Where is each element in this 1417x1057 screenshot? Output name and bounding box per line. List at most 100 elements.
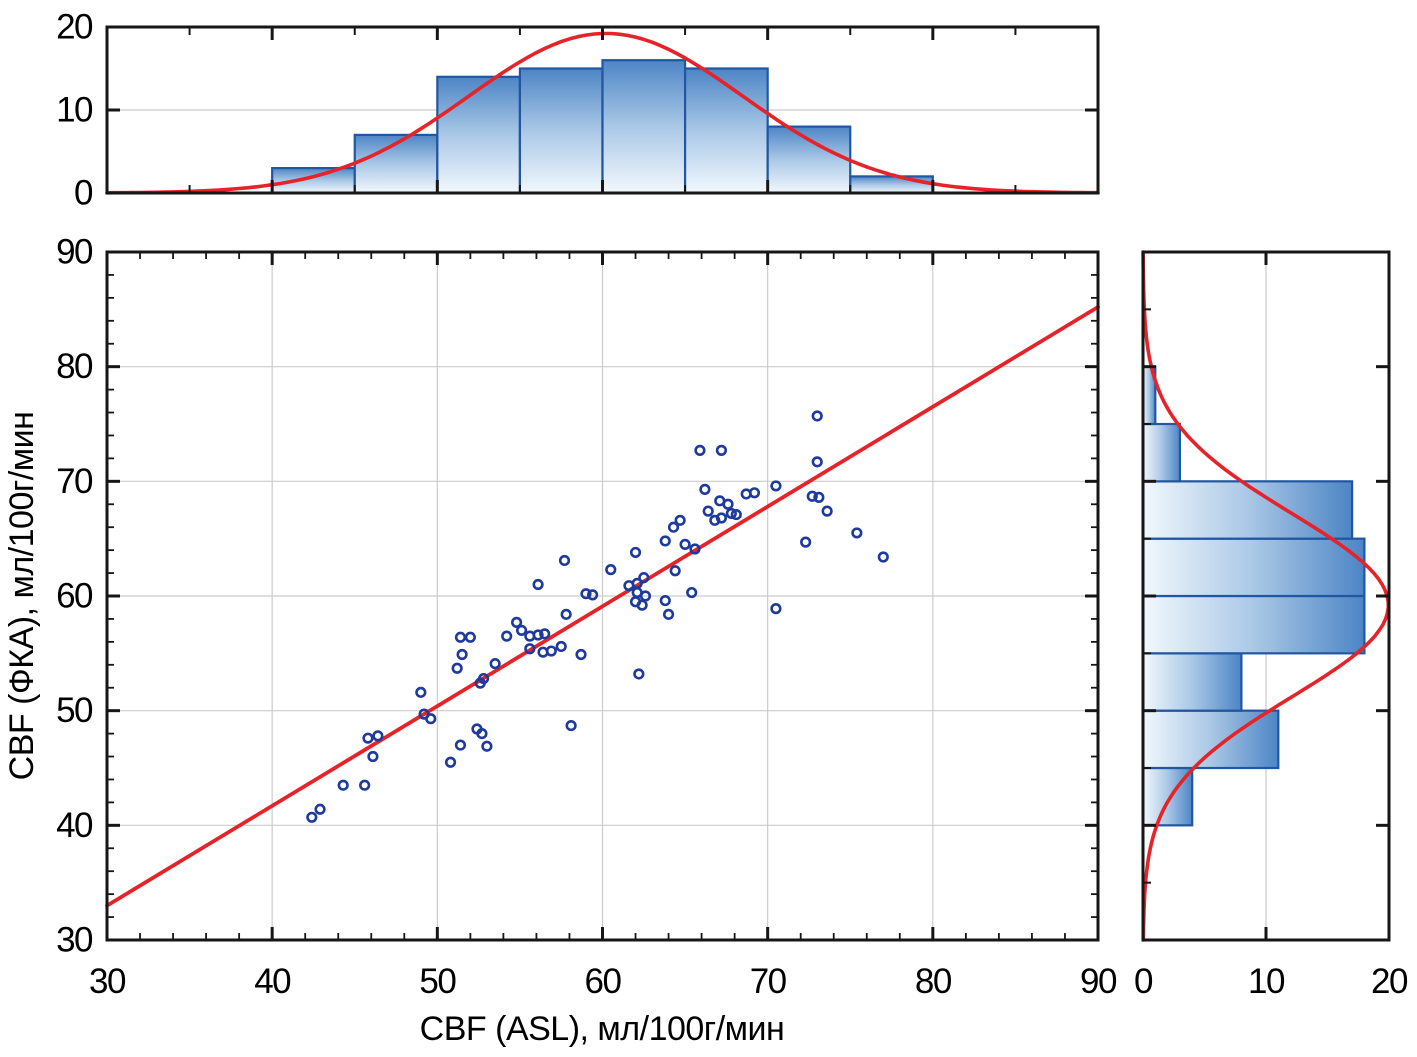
scatter-point: [444, 756, 457, 768]
scatter-point: [694, 444, 706, 456]
right-histogram-bar: [1141, 422, 1182, 483]
scatter-point: [811, 456, 823, 468]
scatter-point: [515, 624, 528, 637]
scatter-point: [689, 543, 701, 555]
scatter-point: [715, 512, 728, 524]
right-histogram-bar: [1141, 537, 1366, 598]
scatter-point: [524, 643, 536, 655]
scatter-point: [770, 480, 782, 492]
scatter-point: [306, 811, 318, 823]
scatter-point: [722, 498, 734, 510]
scatter-point: [686, 586, 698, 599]
scatter-point: [337, 779, 349, 791]
tick-label-top-count: 10: [56, 91, 93, 130]
tick-label-top-count: 0: [74, 174, 93, 213]
scatter-point: [679, 538, 691, 551]
tick-label-top-count: 20: [56, 8, 93, 47]
tick-label-y: 50: [56, 691, 93, 730]
scatter-point: [489, 658, 501, 670]
top-histogram-bar: [601, 59, 687, 195]
scatter-point: [565, 719, 577, 732]
scatter-point: [821, 505, 833, 517]
scatter-point: [372, 730, 384, 742]
scatter-point: [314, 803, 326, 815]
x-axis-title: CBF (ASL), мл/100г/мин: [420, 1010, 785, 1048]
scatter-point: [638, 572, 650, 584]
right-histogram-bar: [1141, 594, 1366, 655]
scatter-point: [575, 648, 587, 661]
top-histogram-bar: [683, 67, 769, 195]
tick-label-x: 40: [254, 962, 291, 1001]
scatter-point: [629, 546, 642, 559]
scatter-point: [639, 590, 652, 602]
chart-generated-content: 0 10 20 30 40 50 60 70 80 90 30 40 50 60 70 80 90 0 10 20: [56, 8, 1409, 1002]
top-histogram-bar: [849, 175, 934, 195]
tick-label-right-count: 20: [1371, 962, 1408, 1001]
scatter-point: [476, 727, 488, 740]
scatter-point: [532, 629, 544, 641]
scatter-point: [545, 645, 557, 657]
scatter-point: [454, 739, 467, 751]
scatter-point: [770, 603, 782, 615]
top-histogram-bar: [436, 75, 522, 195]
scatter-point: [813, 491, 825, 503]
scatter-point: [555, 640, 567, 653]
scatter-point: [811, 410, 823, 422]
tick-label-y: 80: [56, 347, 93, 386]
scatter-point: [454, 631, 467, 643]
scatter-point: [806, 490, 818, 502]
tick-label-x: 50: [419, 962, 456, 1001]
scatter-point: [481, 740, 493, 752]
scatter-point: [560, 608, 572, 620]
tick-label-x: 30: [89, 962, 126, 1001]
scatter-point: [636, 599, 648, 611]
scatter-point: [532, 578, 544, 591]
scatter-point: [674, 514, 686, 526]
tick-label-y: 40: [56, 806, 93, 845]
scatter-point: [451, 662, 463, 674]
scatter-point: [359, 779, 371, 791]
scatter-point: [367, 750, 379, 763]
scatter-point: [477, 672, 490, 685]
scatter-point: [669, 565, 681, 577]
y-axis-title: CBF (ФКА), мл/100г/мин: [3, 412, 41, 781]
scatter-point: [662, 608, 675, 620]
tick-label-x: 60: [585, 962, 622, 1001]
scatter-point: [748, 487, 761, 499]
scatter-point: [633, 668, 645, 680]
scatter-point: [659, 594, 671, 607]
scatter-point: [558, 554, 571, 567]
scatter-point: [715, 444, 728, 456]
scatter-point: [580, 588, 592, 600]
scatter-point: [851, 527, 863, 539]
scatter-point: [702, 505, 714, 517]
scatter-point: [877, 551, 889, 563]
scatter-point: [539, 628, 551, 640]
scatter-point: [659, 535, 671, 547]
scatter-point: [605, 564, 617, 576]
scatter-point: [362, 732, 374, 744]
scatter-point: [456, 648, 468, 661]
scatter-point: [464, 631, 476, 643]
tick-label-x: 70: [750, 962, 787, 1001]
tick-label-y: 70: [56, 462, 93, 501]
tick-label-y: 90: [56, 233, 93, 272]
scatter-point: [586, 589, 599, 601]
scatter-point: [800, 536, 812, 548]
top-histogram-bar: [766, 125, 852, 195]
scatter-point: [501, 630, 513, 642]
scatter-point: [415, 686, 427, 698]
scatter-point: [699, 483, 711, 495]
scatter-point: [425, 713, 437, 725]
tick-label-x: 90: [1080, 962, 1117, 1001]
scatter-point: [730, 508, 742, 521]
scatter-point: [725, 507, 737, 520]
tick-label-right-count: 0: [1134, 962, 1153, 1001]
tick-label-y: 30: [56, 921, 93, 960]
scatter-point: [511, 616, 523, 628]
scatter-point: [667, 521, 680, 533]
top-histogram-bar: [271, 167, 356, 195]
regression-line: [105, 305, 1100, 908]
